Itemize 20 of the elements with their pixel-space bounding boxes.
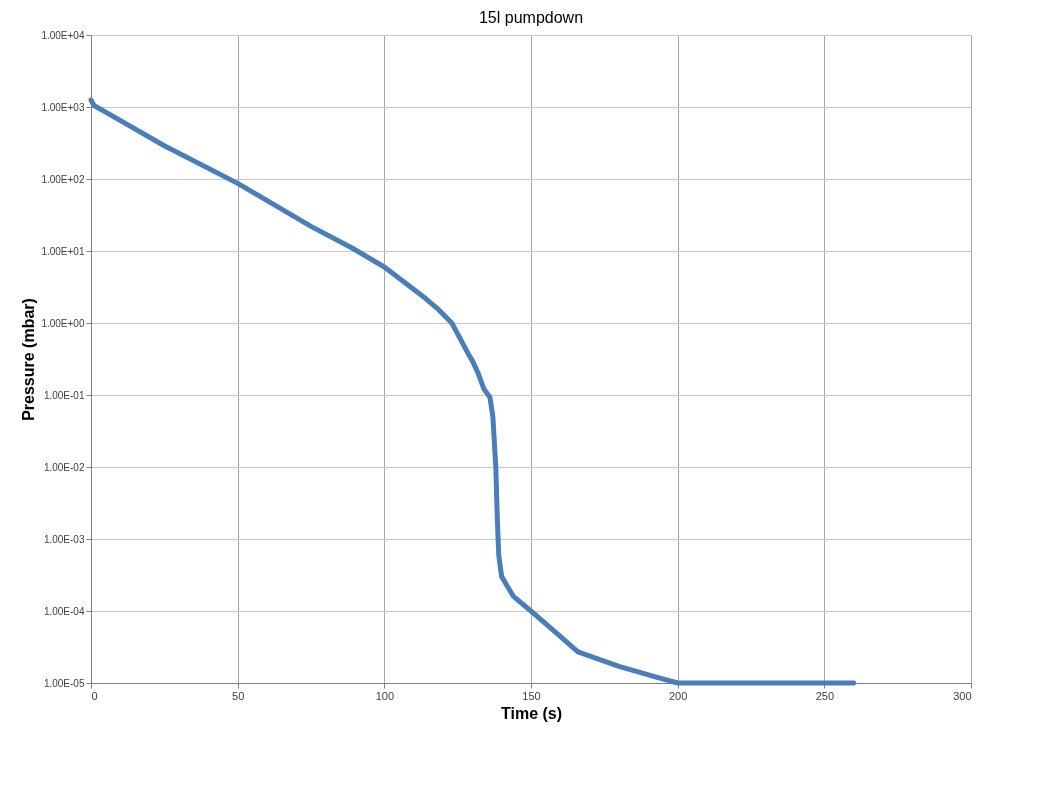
x-axis-title: Time (s) bbox=[500, 704, 563, 722]
y-tick-label: 1.00E-01 bbox=[43, 389, 85, 401]
y-tick-label: 1.00E+03 bbox=[41, 101, 85, 113]
chart-title: 15l pumpdown bbox=[478, 9, 584, 26]
y-tick-label: 1.00E-02 bbox=[43, 461, 85, 473]
y-tick-label: 1.00E-03 bbox=[43, 533, 85, 545]
y-tick-label: 1.00E+02 bbox=[41, 173, 85, 185]
x-tick-label: 0 bbox=[91, 689, 98, 702]
x-tick-label: 300 bbox=[953, 689, 972, 702]
y-tick-label: 1.00E+00 bbox=[41, 317, 85, 329]
x-tick-label: 200 bbox=[668, 689, 688, 702]
y-axis-title: Pressure (mbar) bbox=[20, 298, 38, 421]
y-tick-label: 1.00E-04 bbox=[43, 605, 85, 617]
x-tick-label: 50 bbox=[232, 689, 245, 702]
y-tick-label: 1.00E-05 bbox=[43, 677, 85, 689]
x-tick-label: 150 bbox=[522, 689, 541, 702]
x-tick-label: 100 bbox=[375, 689, 395, 702]
x-tick-label: 250 bbox=[815, 689, 835, 702]
y-tick-label: 1.00E+01 bbox=[41, 245, 85, 257]
y-tick-label: 1.00E+04 bbox=[41, 29, 85, 41]
